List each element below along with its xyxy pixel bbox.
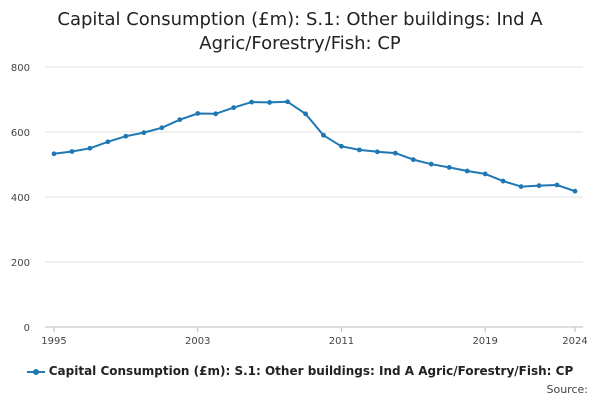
- y-tick-label: 0: [24, 323, 30, 334]
- legend-line-marker-icon: [26, 367, 45, 377]
- data-point[interactable]: [51, 151, 57, 157]
- data-point[interactable]: [249, 99, 255, 105]
- y-tick-label: 600: [11, 128, 30, 139]
- x-tick-label: 2019: [472, 336, 497, 347]
- data-point[interactable]: [303, 111, 308, 117]
- series-layer: [51, 99, 578, 194]
- data-point[interactable]: [357, 147, 362, 153]
- data-point[interactable]: [518, 184, 524, 190]
- legend-label: Capital Consumption (£m): S.1: Other bui…: [48, 364, 574, 378]
- data-point[interactable]: [321, 132, 326, 138]
- data-point[interactable]: [410, 157, 416, 163]
- data-point[interactable]: [69, 149, 75, 154]
- data-point[interactable]: [464, 168, 470, 174]
- chart-title-line-2: Agric/Forestry/Fish: CP: [199, 33, 401, 54]
- data-point[interactable]: [231, 105, 237, 111]
- data-point[interactable]: [213, 111, 219, 117]
- chart-title-line-1: Capital Consumption (£m): S.1: Other bui…: [57, 9, 543, 30]
- data-point[interactable]: [87, 145, 93, 151]
- x-tick-label: 2011: [329, 336, 354, 347]
- x-tick-label: 2003: [185, 336, 210, 347]
- data-point[interactable]: [554, 182, 560, 188]
- legend: Capital Consumption (£m): S.1: Other bui…: [0, 364, 600, 378]
- y-tick-label: 400: [11, 193, 30, 204]
- data-point[interactable]: [392, 150, 398, 156]
- data-point[interactable]: [500, 178, 506, 184]
- chart-title: Capital Consumption (£m): S.1: Other bui…: [0, 8, 600, 56]
- gridlines: [45, 66, 583, 328]
- data-point[interactable]: [536, 183, 542, 189]
- data-point[interactable]: [105, 139, 111, 145]
- data-point[interactable]: [141, 130, 147, 136]
- y-tick-label: 800: [11, 63, 30, 74]
- series-line: [53, 100, 576, 193]
- data-point[interactable]: [428, 161, 434, 167]
- data-point[interactable]: [267, 100, 272, 105]
- axes: 0 200 400 600 800 1995 2003 2011 2019 2024: [11, 63, 588, 347]
- data-point[interactable]: [572, 188, 578, 194]
- data-point[interactable]: [374, 149, 380, 155]
- data-point[interactable]: [482, 171, 488, 177]
- data-point[interactable]: [195, 111, 201, 116]
- y-tick-label: 200: [11, 258, 30, 269]
- x-tick-label: 2024: [562, 336, 587, 347]
- data-point[interactable]: [159, 125, 165, 131]
- data-point[interactable]: [446, 165, 452, 170]
- data-point[interactable]: [123, 133, 129, 139]
- source-label: Source:: [546, 383, 589, 396]
- data-point[interactable]: [285, 99, 290, 105]
- x-tick-label: 1995: [41, 336, 66, 347]
- data-point[interactable]: [177, 117, 183, 123]
- data-point[interactable]: [339, 143, 344, 149]
